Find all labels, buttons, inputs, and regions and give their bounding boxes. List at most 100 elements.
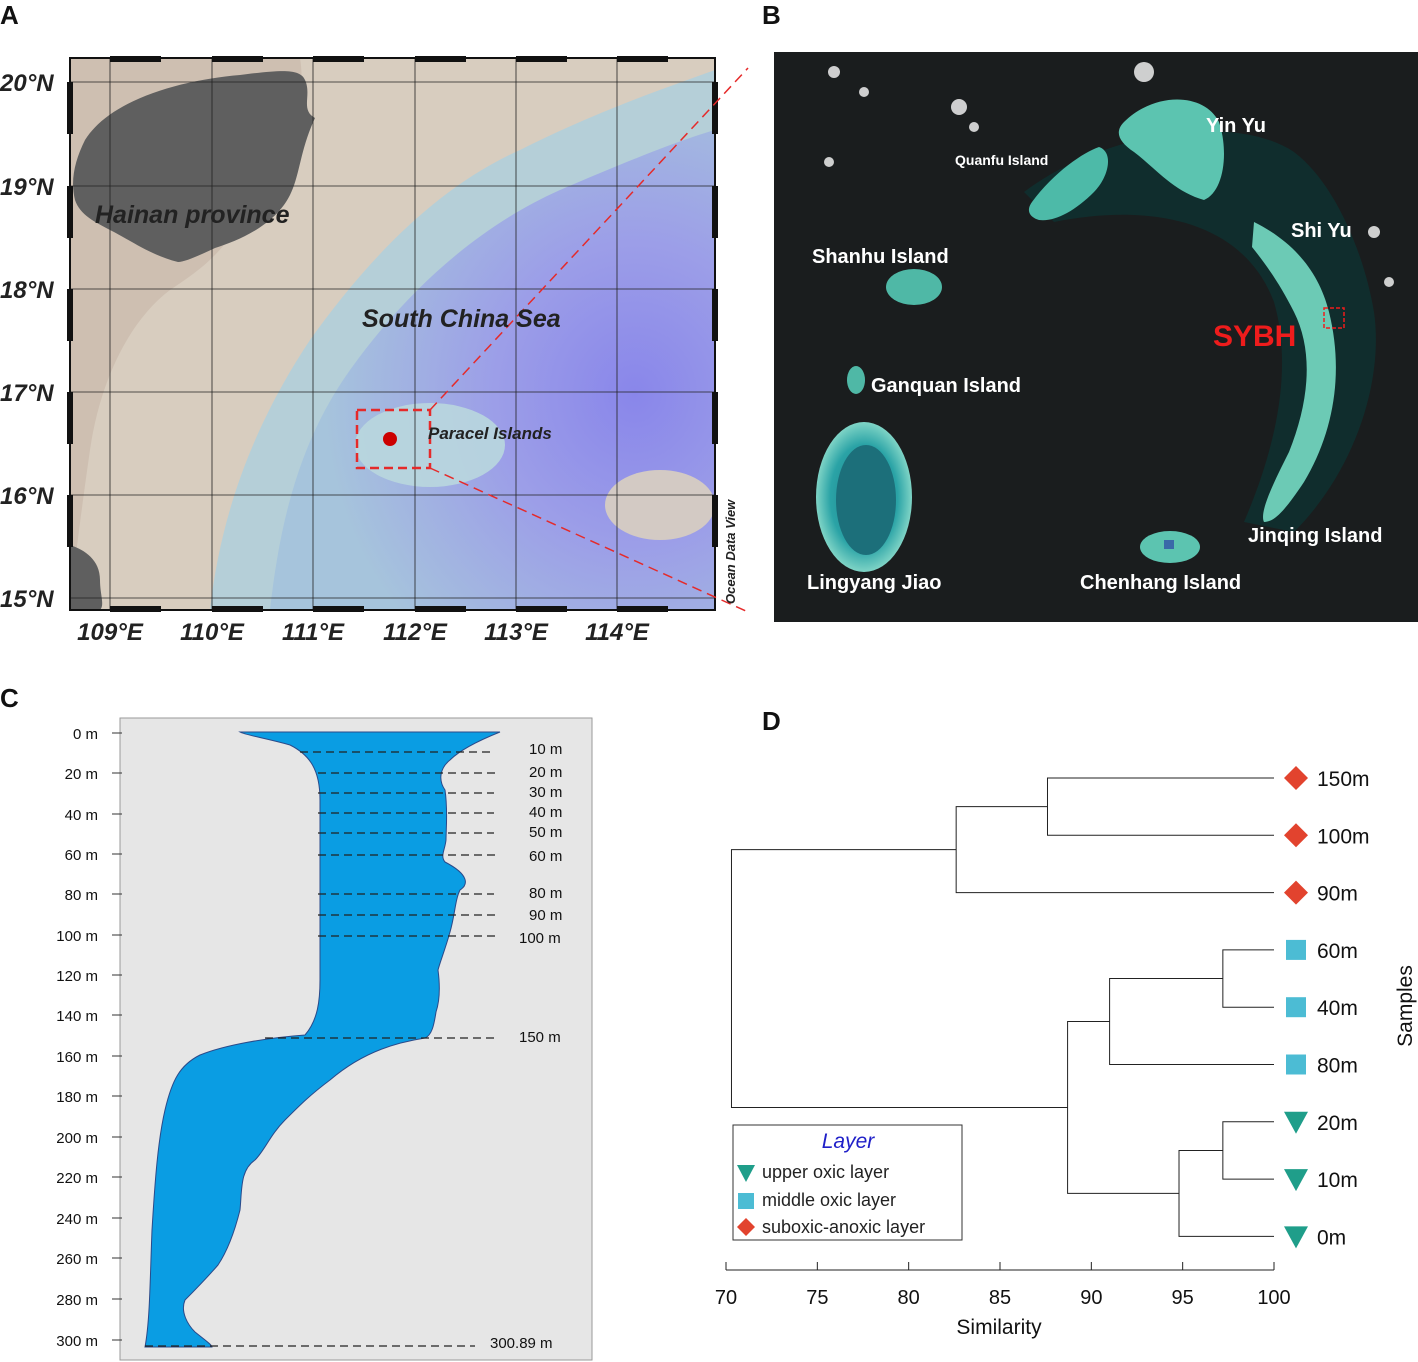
depth-tick: 120 m — [56, 968, 98, 985]
sampling-labels: 10 m 20 m 30 m 40 m 50 m 60 m 80 m 90 m … — [490, 741, 562, 1352]
sybh-label: SYBH — [1213, 320, 1296, 353]
dendrogram-branches — [730, 777, 1274, 1237]
leaf-label: 80m — [1317, 1055, 1358, 1078]
x-tick-label: 75 — [806, 1287, 828, 1309]
legend-box — [732, 1124, 963, 1241]
sampling-label: 10 m — [529, 741, 562, 758]
island-label: Quanfu Island — [955, 152, 1048, 168]
panel-letter-b: B — [762, 0, 781, 30]
leaf-label: 10m — [1317, 1169, 1358, 1192]
leaf-marker — [1284, 1111, 1308, 1134]
x-axis — [725, 1262, 1275, 1271]
study-area-box — [355, 408, 432, 470]
vietnam-landmass — [70, 545, 103, 610]
sampling-label: 60 m — [529, 848, 562, 865]
depth-tick: 180 m — [56, 1089, 98, 1106]
dendrogram-branch — [1046, 777, 1274, 836]
leaf-label: 100m — [1317, 825, 1370, 848]
leaf-marker — [1284, 1169, 1308, 1192]
legend-marker-middle — [738, 1193, 754, 1209]
lon-labels: 109°E 110°E 111°E 112°E 113°E 114°E — [77, 619, 650, 646]
lon-label: 110°E — [180, 619, 245, 646]
x-tick-label: 85 — [989, 1287, 1011, 1309]
depth-profile: 0 m 20 m 40 m 60 m 80 m 100 m 120 m 140 … — [56, 717, 593, 1361]
paracel-label: Paracel Islands — [428, 424, 552, 443]
lon-label: 114°E — [585, 619, 650, 646]
hainan-label: Hainan province — [95, 201, 290, 229]
island-label: Lingyang Jiao — [807, 572, 941, 594]
leaf-label: 20m — [1317, 1112, 1358, 1135]
x-tick-labels: 70 75 80 85 90 95 100 — [715, 1287, 1291, 1309]
site-marker — [383, 432, 397, 446]
shoal-east — [605, 470, 715, 540]
sampling-label: 100 m — [519, 930, 561, 947]
deep-basin — [270, 130, 715, 610]
island-label: Shi Yu — [1291, 220, 1352, 242]
island-label: Chenhang Island — [1080, 572, 1241, 594]
east-reef-arc — [1252, 222, 1336, 522]
map-grid — [70, 58, 715, 610]
yinyu-reef — [1118, 99, 1224, 200]
legend-entry: upper oxic layer — [762, 1162, 889, 1182]
lat-label: 18°N — [0, 277, 54, 304]
leaf-marker — [1286, 939, 1306, 960]
dendrogram-branch — [730, 849, 1068, 1108]
depth-tick: 160 m — [56, 1049, 98, 1066]
sea-label: South China Sea — [362, 305, 561, 333]
regional-map: 20°N 19°N 18°N 17°N 16°N 15°N 109°E 110°… — [0, 56, 749, 646]
lon-label: 109°E — [77, 619, 144, 646]
island-label: Yin Yu — [1206, 115, 1266, 137]
sampling-label: 80 m — [529, 885, 562, 902]
dendrogram: 150m 100m 90m 60m 40m 80m 20m 10m 0m 70 75 80 85 90 9… — [715, 766, 1417, 1339]
dendrogram-branch — [1222, 1121, 1274, 1180]
x-tick-label: 95 — [1172, 1287, 1194, 1309]
map-frame — [67, 56, 718, 612]
x-tick-label: 70 — [715, 1287, 737, 1309]
dendrogram-branch — [955, 806, 1274, 894]
cloud-cover — [824, 62, 1394, 287]
zoom-line-top — [429, 67, 749, 411]
sampling-label: 300.89 m — [490, 1335, 553, 1352]
sampling-label: 50 m — [529, 824, 562, 841]
leaf-label: 90m — [1317, 883, 1358, 906]
lat-labels: 20°N 19°N 18°N 17°N 16°N 15°N — [0, 70, 54, 613]
sampling-label: 90 m — [529, 907, 562, 924]
depth-tick: 240 m — [56, 1211, 98, 1228]
island-label: Shanhu Island — [812, 246, 949, 268]
water-column-shape — [144, 731, 501, 1348]
lon-label: 112°E — [383, 619, 448, 646]
legend-title: Layer — [822, 1130, 876, 1153]
leaf-marker — [1284, 823, 1308, 848]
sybh-site-box — [1323, 307, 1345, 329]
depth-tick: 280 m — [56, 1292, 98, 1309]
quanfu-reef — [1028, 147, 1109, 221]
island-label: Ganquan Island — [871, 375, 1021, 397]
sampling-label: 30 m — [529, 784, 562, 801]
leaf-marker — [1284, 766, 1308, 790]
y-axis-label: Samples — [1394, 965, 1417, 1047]
depth-tick: 60 m — [65, 847, 98, 864]
leaf-labels: 150m 100m 90m 60m 40m 80m 20m 10m 0m — [1317, 768, 1370, 1249]
dendrogram-branch — [1109, 978, 1274, 1065]
leaf-marker — [1286, 997, 1306, 1018]
paracel-shoal — [355, 403, 505, 487]
zoom-line-bottom — [429, 467, 749, 613]
leaf-marker — [1286, 1054, 1306, 1075]
legend-marker-suboxic — [737, 1218, 755, 1236]
dendrogram-branch — [1222, 949, 1274, 1008]
odv-credit: Ocean Data View — [723, 499, 738, 604]
lat-label: 16°N — [0, 483, 54, 510]
depth-tick: 220 m — [56, 1170, 98, 1187]
leaf-label: 0m — [1317, 1226, 1346, 1249]
legend-marker-upper — [737, 1165, 755, 1182]
sampling-label: 150 m — [519, 1029, 561, 1046]
sampling-label: 40 m — [529, 804, 562, 821]
atoll-lagoon — [1024, 131, 1376, 532]
island-labels: Yin Yu Quanfu Island Shi Yu Shanhu Islan… — [807, 115, 1382, 594]
satellite-image: Yin Yu Quanfu Island Shi Yu Shanhu Islan… — [774, 52, 1418, 622]
lat-label: 15°N — [0, 586, 54, 613]
depth-tick: 200 m — [56, 1130, 98, 1147]
lingyang-lagoon — [836, 445, 896, 555]
legend: Layer upper oxic layer middle oxic layer… — [732, 1124, 963, 1241]
legend-entry: suboxic-anoxic layer — [762, 1217, 925, 1237]
